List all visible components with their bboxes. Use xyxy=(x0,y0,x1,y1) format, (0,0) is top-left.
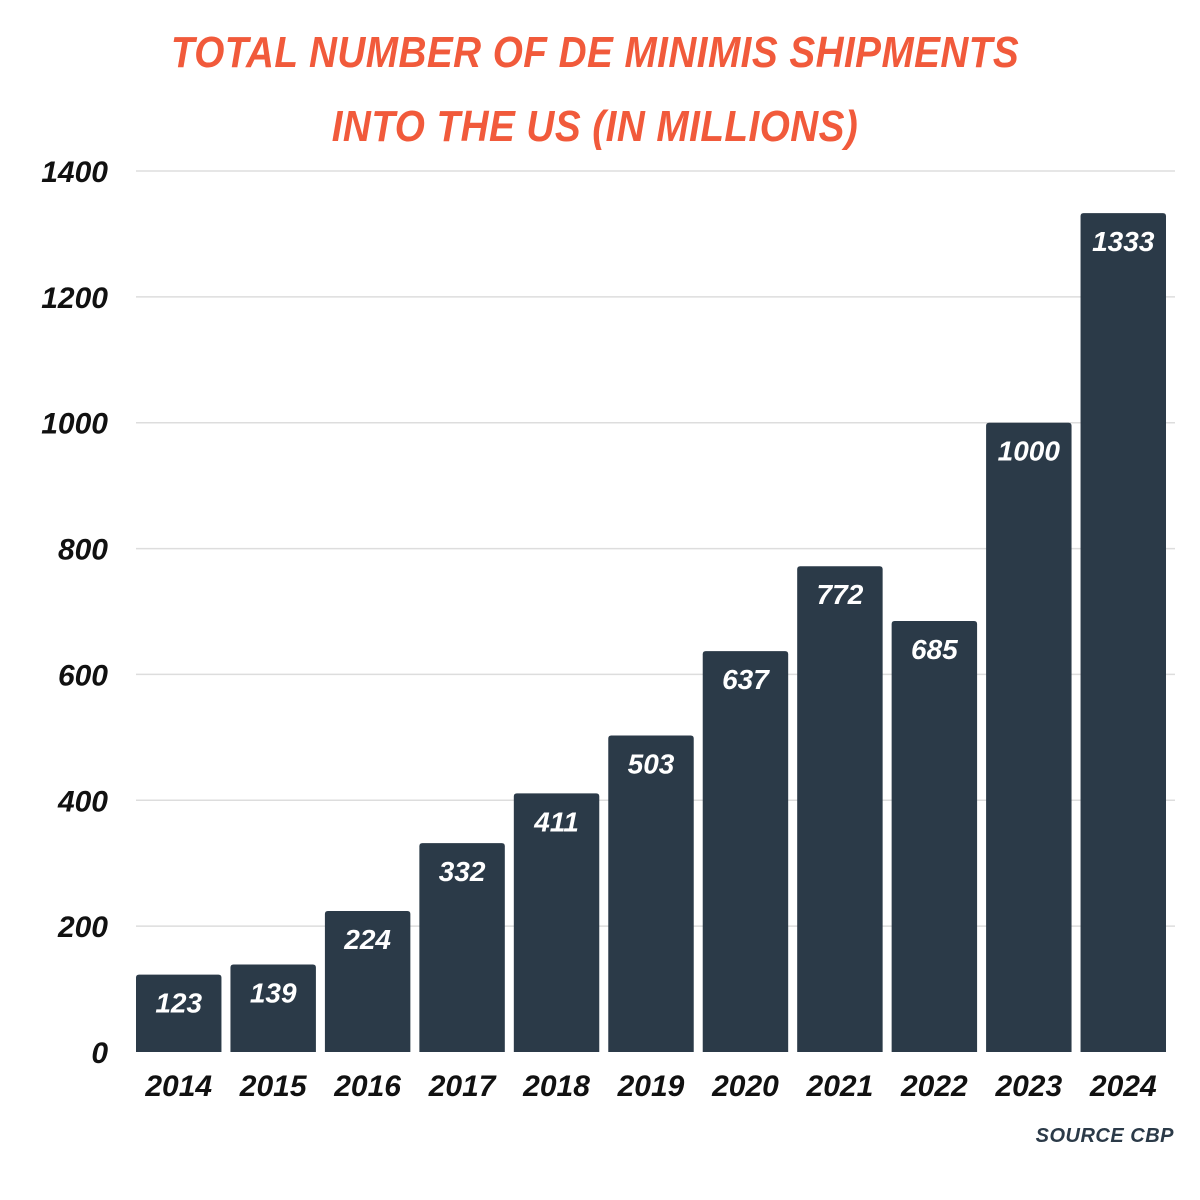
y-tick-label: 800 xyxy=(58,534,108,567)
bar xyxy=(608,735,694,1052)
y-tick-label: 200 xyxy=(57,911,108,944)
data-label: 637 xyxy=(722,664,770,695)
data-label: 1333 xyxy=(1092,226,1155,257)
data-label: 411 xyxy=(533,806,579,837)
data-label: 503 xyxy=(628,748,675,779)
x-tick-label: 2019 xyxy=(617,1070,685,1103)
x-tick-label: 2017 xyxy=(428,1070,497,1103)
data-label: 772 xyxy=(817,579,864,610)
y-tick-label: 1000 xyxy=(41,408,108,441)
bar xyxy=(324,911,411,1052)
data-label: 1000 xyxy=(998,436,1061,467)
x-tick-label: 2024 xyxy=(1089,1070,1157,1103)
data-label: 123 xyxy=(155,988,202,1019)
source-note: SOURCE CBP xyxy=(1035,1125,1174,1147)
x-tick-label: 2014 xyxy=(144,1070,212,1103)
y-tick-label: 0 xyxy=(91,1037,108,1070)
chart-title-line-2: INTO THE US (IN MILLIONS) xyxy=(331,102,859,151)
x-tick-label: 2023 xyxy=(994,1070,1062,1103)
bar xyxy=(136,974,222,1052)
bar xyxy=(419,843,505,1052)
x-tick-label: 2020 xyxy=(711,1070,779,1103)
data-label: 224 xyxy=(343,924,391,955)
bar xyxy=(1080,213,1166,1053)
x-tick-label: 2021 xyxy=(806,1070,874,1103)
y-tick-label: 1200 xyxy=(41,282,108,315)
chart-title-line-1: TOTAL NUMBER OF DE MINIMIS SHIPMENTS xyxy=(170,28,1020,77)
x-tick-label: 2015 xyxy=(239,1070,308,1103)
y-tick-label: 1400 xyxy=(41,156,108,189)
y-tick-label: 400 xyxy=(57,785,108,818)
bar xyxy=(797,566,883,1052)
data-label: 685 xyxy=(911,634,958,665)
y-tick-label: 600 xyxy=(58,659,108,692)
bar xyxy=(891,620,978,1052)
data-label: 332 xyxy=(439,856,486,887)
x-tick-label: 2022 xyxy=(900,1070,968,1103)
bar xyxy=(230,964,316,1052)
bar xyxy=(986,422,1072,1052)
bar xyxy=(513,793,600,1052)
x-tick-label: 2018 xyxy=(522,1070,590,1103)
x-tick-label: 2016 xyxy=(333,1070,401,1103)
data-label: 139 xyxy=(250,978,297,1009)
bar xyxy=(702,651,789,1052)
